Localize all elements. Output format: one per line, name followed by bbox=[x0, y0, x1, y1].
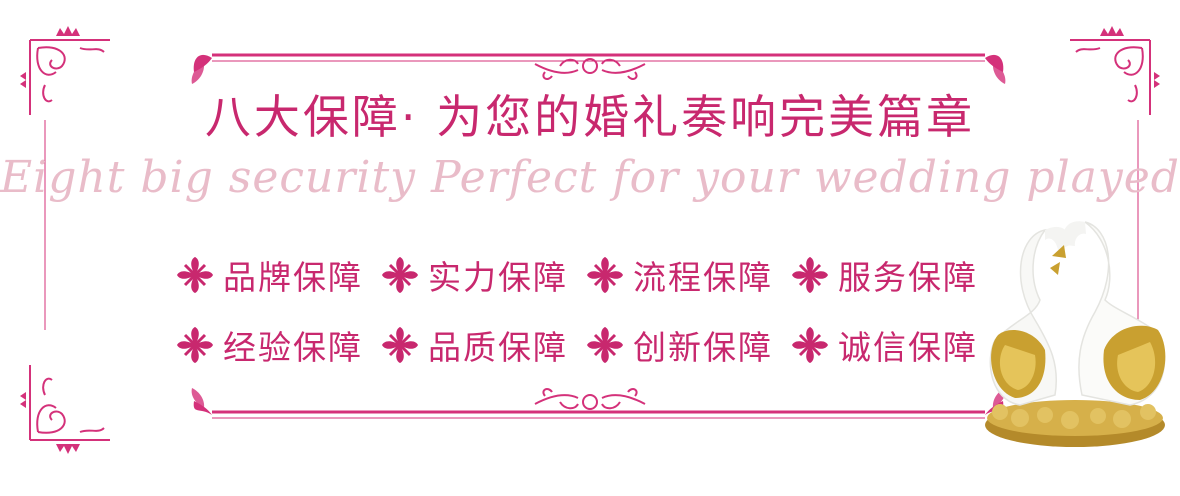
flower-bullet-icon bbox=[587, 327, 623, 363]
guarantee-item-service[interactable]: 服务保障 bbox=[790, 240, 995, 310]
guarantee-item-innovation[interactable]: 创新保障 bbox=[585, 310, 790, 380]
guarantee-label: 服务保障 bbox=[838, 258, 978, 297]
flower-bullet-icon bbox=[792, 327, 828, 363]
guarantee-grid: 品牌保障 实力保障 流程保障 服务保障 经验保障 品质保障 创新保障 诚信保障 bbox=[175, 240, 995, 380]
scroll-ornament-icon bbox=[534, 58, 646, 80]
flower-bullet-icon bbox=[792, 257, 828, 293]
crown-corner-icon bbox=[29, 39, 110, 115]
flower-bullet-icon bbox=[177, 257, 213, 293]
swan-figurine-icon bbox=[985, 221, 1166, 447]
page-title: 八大保障· 为您的婚礼奏响完美篇章 bbox=[204, 90, 976, 144]
guarantee-label: 实力保障 bbox=[428, 258, 568, 297]
flower-bullet-icon bbox=[382, 257, 418, 293]
scroll-ornament-icon bbox=[534, 388, 646, 410]
guarantee-item-quality[interactable]: 品质保障 bbox=[380, 310, 585, 380]
guarantee-label: 品牌保障 bbox=[223, 258, 363, 297]
guarantee-item-brand[interactable]: 品牌保障 bbox=[175, 240, 380, 310]
flower-bullet-icon bbox=[587, 257, 623, 293]
crown-corner-icon bbox=[29, 365, 110, 441]
guarantee-label: 流程保障 bbox=[633, 258, 773, 297]
guarantee-item-process[interactable]: 流程保障 bbox=[585, 240, 790, 310]
guarantee-item-strength[interactable]: 实力保障 bbox=[380, 240, 585, 310]
guarantee-item-experience[interactable]: 经验保障 bbox=[175, 310, 380, 380]
flower-bullet-icon bbox=[382, 327, 418, 363]
crown-corner-icon bbox=[1070, 39, 1151, 115]
guarantee-label: 诚信保障 bbox=[838, 328, 978, 367]
flower-bullet-icon bbox=[177, 327, 213, 363]
guarantee-label: 创新保障 bbox=[633, 328, 773, 367]
guarantee-item-integrity[interactable]: 诚信保障 bbox=[790, 310, 995, 380]
guarantee-label: 品质保障 bbox=[428, 328, 568, 367]
english-subtitle: Eight big security Perfect for your wedd… bbox=[0, 152, 1180, 203]
guarantee-label: 经验保障 bbox=[223, 328, 363, 367]
